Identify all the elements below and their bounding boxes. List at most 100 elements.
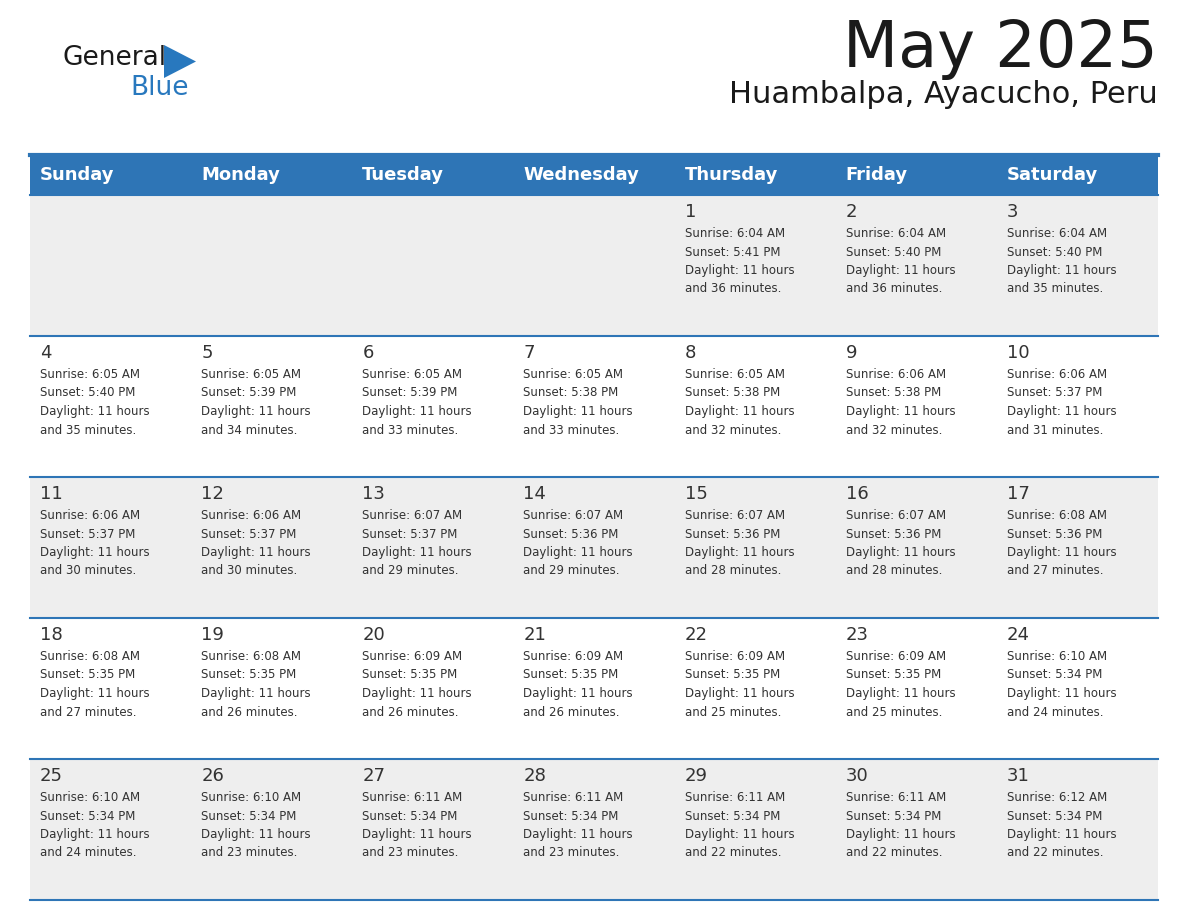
Text: 19: 19	[201, 626, 225, 644]
Text: Sunset: 5:39 PM: Sunset: 5:39 PM	[201, 386, 297, 399]
Text: and 22 minutes.: and 22 minutes.	[846, 846, 942, 859]
Text: 17: 17	[1007, 485, 1030, 503]
Text: Sunrise: 6:06 AM: Sunrise: 6:06 AM	[846, 368, 946, 381]
Bar	[30, 155, 1158, 195]
Text: 9: 9	[846, 344, 858, 362]
Text: 31: 31	[1007, 767, 1030, 785]
Text: Daylight: 11 hours: Daylight: 11 hours	[1007, 687, 1117, 700]
Text: Sunset: 5:40 PM: Sunset: 5:40 PM	[1007, 245, 1102, 259]
Text: and 22 minutes.: and 22 minutes.	[684, 846, 781, 859]
Bar	[30, 618, 1158, 759]
Text: Daylight: 11 hours: Daylight: 11 hours	[846, 264, 955, 277]
Text: Thursday: Thursday	[684, 166, 778, 184]
Text: Sunrise: 6:08 AM: Sunrise: 6:08 AM	[40, 650, 140, 663]
Text: Sunday: Sunday	[40, 166, 114, 184]
Text: Sunrise: 6:12 AM: Sunrise: 6:12 AM	[1007, 791, 1107, 804]
Text: 30: 30	[846, 767, 868, 785]
Text: and 23 minutes.: and 23 minutes.	[524, 846, 620, 859]
Text: Daylight: 11 hours: Daylight: 11 hours	[684, 687, 795, 700]
Text: and 35 minutes.: and 35 minutes.	[40, 423, 137, 436]
Text: Sunset: 5:39 PM: Sunset: 5:39 PM	[362, 386, 457, 399]
Text: 27: 27	[362, 767, 385, 785]
Text: 5: 5	[201, 344, 213, 362]
Text: Sunrise: 6:10 AM: Sunrise: 6:10 AM	[40, 791, 140, 804]
Text: and 30 minutes.: and 30 minutes.	[40, 565, 137, 577]
Text: Sunrise: 6:09 AM: Sunrise: 6:09 AM	[846, 650, 946, 663]
Text: Blue: Blue	[129, 75, 189, 101]
Text: 1: 1	[684, 203, 696, 221]
Text: Sunset: 5:34 PM: Sunset: 5:34 PM	[846, 810, 941, 823]
Text: Sunset: 5:35 PM: Sunset: 5:35 PM	[846, 668, 941, 681]
Text: Sunrise: 6:04 AM: Sunrise: 6:04 AM	[684, 227, 785, 240]
Text: Daylight: 11 hours: Daylight: 11 hours	[362, 405, 472, 418]
Text: Sunrise: 6:07 AM: Sunrise: 6:07 AM	[362, 509, 462, 522]
Text: and 29 minutes.: and 29 minutes.	[362, 565, 459, 577]
Text: Sunrise: 6:06 AM: Sunrise: 6:06 AM	[1007, 368, 1107, 381]
Text: and 36 minutes.: and 36 minutes.	[684, 283, 781, 296]
Text: Daylight: 11 hours: Daylight: 11 hours	[362, 687, 472, 700]
Text: Daylight: 11 hours: Daylight: 11 hours	[201, 828, 311, 841]
Text: 16: 16	[846, 485, 868, 503]
Text: 24: 24	[1007, 626, 1030, 644]
Text: Sunrise: 6:08 AM: Sunrise: 6:08 AM	[1007, 509, 1107, 522]
Bar	[30, 759, 1158, 900]
Text: Sunrise: 6:11 AM: Sunrise: 6:11 AM	[684, 791, 785, 804]
Text: Daylight: 11 hours: Daylight: 11 hours	[684, 828, 795, 841]
Text: Sunrise: 6:07 AM: Sunrise: 6:07 AM	[684, 509, 785, 522]
Polygon shape	[164, 45, 196, 78]
Text: 12: 12	[201, 485, 225, 503]
Text: Sunrise: 6:09 AM: Sunrise: 6:09 AM	[524, 650, 624, 663]
Text: May 2025: May 2025	[843, 18, 1158, 80]
Text: and 28 minutes.: and 28 minutes.	[684, 565, 781, 577]
Text: 18: 18	[40, 626, 63, 644]
Text: Sunset: 5:41 PM: Sunset: 5:41 PM	[684, 245, 781, 259]
Text: Sunrise: 6:05 AM: Sunrise: 6:05 AM	[524, 368, 624, 381]
Text: Tuesday: Tuesday	[362, 166, 444, 184]
Text: Daylight: 11 hours: Daylight: 11 hours	[362, 828, 472, 841]
Text: Daylight: 11 hours: Daylight: 11 hours	[524, 546, 633, 559]
Text: Daylight: 11 hours: Daylight: 11 hours	[846, 546, 955, 559]
Text: and 29 minutes.: and 29 minutes.	[524, 565, 620, 577]
Text: Sunrise: 6:05 AM: Sunrise: 6:05 AM	[684, 368, 784, 381]
Text: 11: 11	[40, 485, 63, 503]
Text: Daylight: 11 hours: Daylight: 11 hours	[846, 828, 955, 841]
Text: Sunrise: 6:10 AM: Sunrise: 6:10 AM	[201, 791, 302, 804]
Text: Daylight: 11 hours: Daylight: 11 hours	[1007, 828, 1117, 841]
Text: Sunrise: 6:10 AM: Sunrise: 6:10 AM	[1007, 650, 1107, 663]
Text: Sunrise: 6:07 AM: Sunrise: 6:07 AM	[524, 509, 624, 522]
Text: Daylight: 11 hours: Daylight: 11 hours	[201, 405, 311, 418]
Text: and 26 minutes.: and 26 minutes.	[201, 706, 298, 719]
Text: Sunrise: 6:08 AM: Sunrise: 6:08 AM	[201, 650, 301, 663]
Text: Daylight: 11 hours: Daylight: 11 hours	[40, 405, 150, 418]
Text: Daylight: 11 hours: Daylight: 11 hours	[40, 828, 150, 841]
Text: Sunset: 5:34 PM: Sunset: 5:34 PM	[201, 810, 297, 823]
Text: Sunrise: 6:05 AM: Sunrise: 6:05 AM	[40, 368, 140, 381]
Text: and 24 minutes.: and 24 minutes.	[1007, 706, 1104, 719]
Text: and 35 minutes.: and 35 minutes.	[1007, 283, 1104, 296]
Text: Sunset: 5:37 PM: Sunset: 5:37 PM	[362, 528, 457, 541]
Text: and 31 minutes.: and 31 minutes.	[1007, 423, 1104, 436]
Text: 7: 7	[524, 344, 535, 362]
Text: Daylight: 11 hours: Daylight: 11 hours	[1007, 546, 1117, 559]
Text: Daylight: 11 hours: Daylight: 11 hours	[201, 546, 311, 559]
Text: Daylight: 11 hours: Daylight: 11 hours	[40, 546, 150, 559]
Text: 6: 6	[362, 344, 374, 362]
Text: 2: 2	[846, 203, 858, 221]
Text: Sunset: 5:34 PM: Sunset: 5:34 PM	[362, 810, 457, 823]
Text: and 26 minutes.: and 26 minutes.	[524, 706, 620, 719]
Text: 29: 29	[684, 767, 708, 785]
Text: Wednesday: Wednesday	[524, 166, 639, 184]
Text: Sunrise: 6:11 AM: Sunrise: 6:11 AM	[524, 791, 624, 804]
Text: Sunrise: 6:04 AM: Sunrise: 6:04 AM	[1007, 227, 1107, 240]
Text: General: General	[62, 45, 166, 71]
Text: Sunset: 5:35 PM: Sunset: 5:35 PM	[40, 668, 135, 681]
Bar	[30, 336, 1158, 477]
Text: and 23 minutes.: and 23 minutes.	[201, 846, 297, 859]
Text: and 25 minutes.: and 25 minutes.	[684, 706, 781, 719]
Text: Sunset: 5:34 PM: Sunset: 5:34 PM	[1007, 668, 1102, 681]
Text: Sunset: 5:35 PM: Sunset: 5:35 PM	[362, 668, 457, 681]
Text: Saturday: Saturday	[1007, 166, 1098, 184]
Text: 13: 13	[362, 485, 385, 503]
Text: 15: 15	[684, 485, 707, 503]
Text: Sunset: 5:37 PM: Sunset: 5:37 PM	[201, 528, 297, 541]
